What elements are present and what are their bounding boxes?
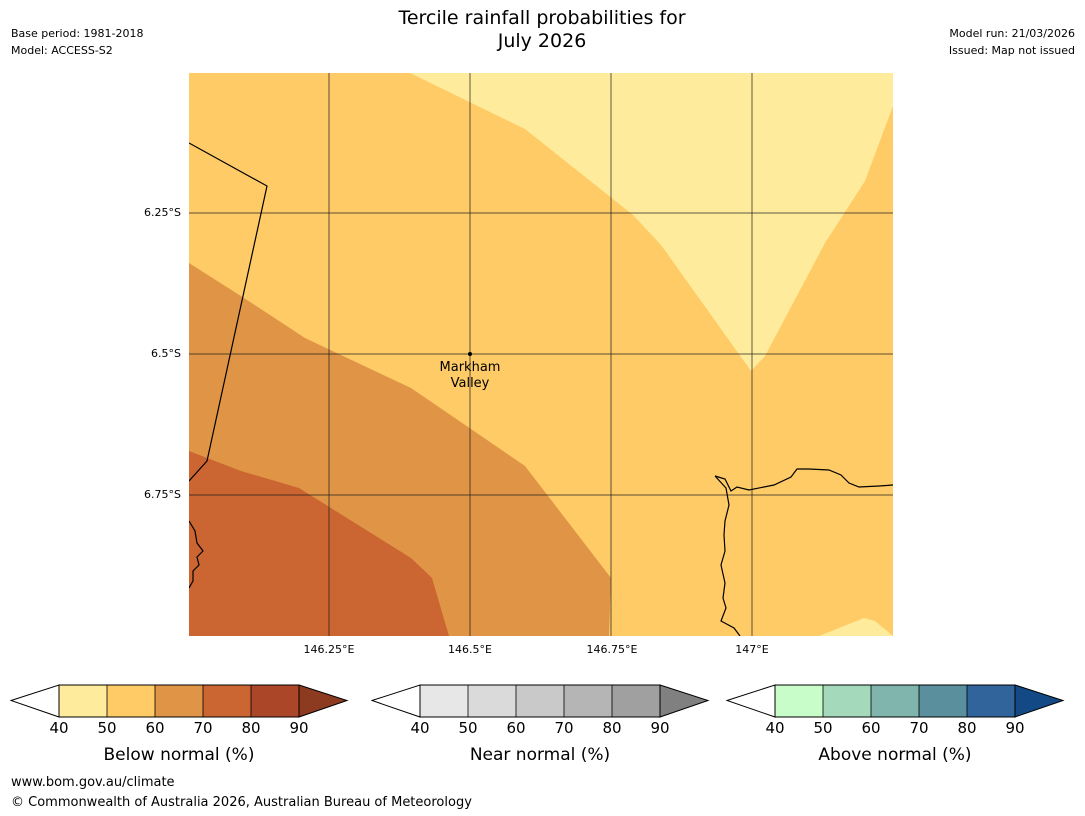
zone-below-40-50-north: [410, 73, 893, 371]
east-coastline: [714, 468, 893, 492]
lat-label-2: 6.5°S: [151, 347, 181, 360]
peninsula-coastline: [714, 475, 741, 636]
cb3-title: Above normal (%): [818, 745, 972, 765]
cb1-tick-40: 40: [49, 719, 69, 737]
model-label: Model: ACCESS-S2: [11, 44, 113, 57]
place-marker[interactable]: [468, 352, 472, 356]
issued-label: Issued: Map not issued: [948, 44, 1075, 57]
cb2-tick-90: 90: [650, 719, 670, 737]
place-name-line-1: Markham: [439, 360, 501, 375]
header-meta-right: Model run: 21/03/2026 Issued: Map not is…: [949, 25, 1075, 59]
lon-label-2: 146.5°E: [448, 643, 492, 656]
title-line-2: July 2026: [497, 30, 587, 52]
zone-below-40-50-south: [819, 618, 893, 636]
footer-copyright: © Commonwealth of Australia 2026, Austra…: [11, 795, 472, 810]
colorbar-below-normal: [10, 684, 349, 718]
lat-label-1: 6.25°S: [144, 206, 181, 219]
cb3-tick-50: 50: [813, 719, 833, 737]
cb3-tick-60: 60: [861, 719, 881, 737]
cb2-tick-70: 70: [554, 719, 574, 737]
title-line-1: Tercile rainfall probabilities for: [398, 7, 686, 29]
cb2-tick-80: 80: [602, 719, 622, 737]
lon-label-1: 146.25°E: [303, 643, 355, 656]
base-period-label: Base period: 1981-2018: [11, 27, 144, 40]
coastlines: [189, 142, 893, 636]
cb2-tick-60: 60: [506, 719, 526, 737]
probability-map[interactable]: [189, 73, 893, 636]
cb2-tick-40: 40: [410, 719, 430, 737]
cb2-tick-50: 50: [458, 719, 478, 737]
place-name-line-2: Valley: [450, 376, 490, 391]
footer-url[interactable]: www.bom.gov.au/climate: [11, 775, 175, 790]
cb1-tick-80: 80: [241, 719, 261, 737]
cb1-tick-60: 60: [145, 719, 165, 737]
cb1-tick-90: 90: [289, 719, 309, 737]
provincial-border: [189, 142, 268, 482]
cb1-title: Below normal (%): [103, 745, 255, 765]
west-coastline: [189, 520, 204, 589]
colorbar-above-normal: [726, 684, 1065, 718]
header-meta-left: Base period: 1981-2018 Model: ACCESS-S2: [11, 25, 143, 59]
zone-below-70-80: [189, 451, 449, 636]
lat-label-3: 6.75°S: [144, 488, 181, 501]
cb1-tick-50: 50: [97, 719, 117, 737]
cb3-tick-70: 70: [909, 719, 929, 737]
place-label: Markham Valley: [420, 360, 520, 392]
cb3-tick-80: 80: [957, 719, 977, 737]
lon-label-4: 147°E: [735, 643, 769, 656]
map-title: Tercile rainfall probabilities for July …: [292, 7, 792, 53]
lon-label-3: 146.75°E: [586, 643, 638, 656]
cb3-tick-90: 90: [1005, 719, 1025, 737]
colorbar-near-normal: [371, 684, 710, 718]
cb3-tick-40: 40: [765, 719, 785, 737]
model-run-label: Model run: 21/03/2026: [949, 27, 1075, 40]
cb2-title: Near normal (%): [469, 745, 611, 765]
cb1-tick-70: 70: [193, 719, 213, 737]
